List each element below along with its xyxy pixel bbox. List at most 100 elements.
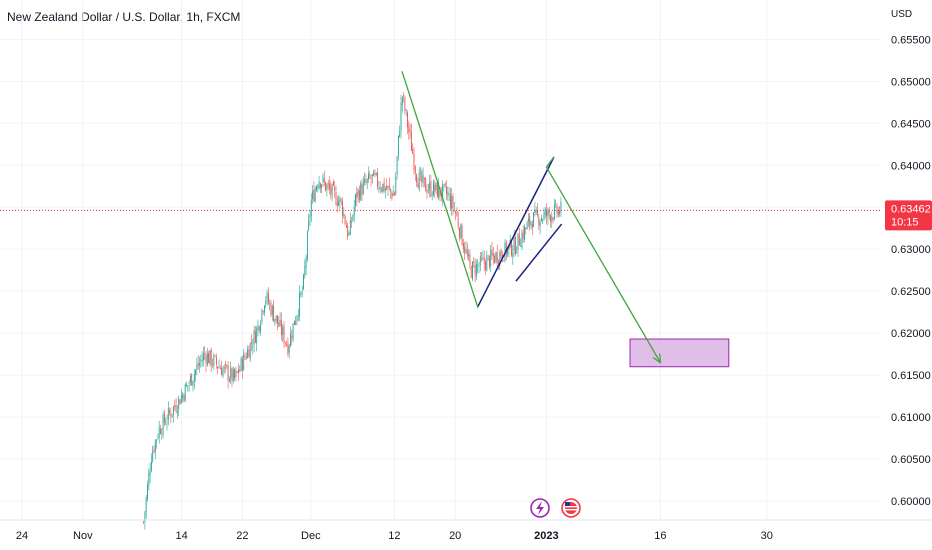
- candle-body: [409, 129, 411, 133]
- candle-body: [186, 384, 187, 387]
- candle-body: [260, 323, 262, 332]
- candle-body: [388, 184, 390, 188]
- candle-body: [301, 290, 303, 292]
- candle-body: [555, 203, 557, 205]
- candle-body: [249, 343, 251, 360]
- candle-body: [314, 189, 316, 202]
- candle-body: [374, 173, 376, 175]
- candle-body: [386, 186, 388, 190]
- candle-body: [426, 189, 428, 194]
- candle-body: [300, 292, 302, 296]
- price-tick-label: 0.60000: [891, 496, 931, 508]
- candle-body: [524, 226, 525, 240]
- price-axis[interactable]: 0.60000 0.60500 0.61000 0.61500 0.62000 0.625…: [885, 34, 932, 508]
- candle-body: [461, 225, 463, 246]
- candle-body: [282, 327, 284, 336]
- drawings[interactable]: [401, 71, 730, 368]
- candle-body: [254, 331, 256, 343]
- candle-body: [407, 112, 408, 128]
- time-tick-label: Nov: [73, 530, 93, 542]
- candle-body: [275, 315, 277, 320]
- candle-body: [382, 183, 384, 192]
- candle-body: [530, 221, 532, 226]
- candle-body: [344, 215, 346, 225]
- candle-body: [499, 252, 501, 266]
- candle-body: [547, 209, 549, 217]
- event-icons[interactable]: [530, 498, 581, 518]
- candle-body: [322, 176, 324, 183]
- currency-label: USD: [891, 9, 913, 20]
- candle-body: [179, 399, 181, 405]
- pattern-line[interactable]: [545, 156, 555, 168]
- candle-body: [491, 249, 493, 256]
- us-flag-event-icon[interactable]: [561, 498, 581, 518]
- projection-arrow-line[interactable]: [545, 166, 661, 363]
- candle-body: [149, 470, 151, 476]
- candle-body: [456, 212, 458, 217]
- candle-body: [379, 187, 381, 189]
- candle-body: [360, 183, 362, 200]
- candle-body: [533, 212, 535, 227]
- candle-body: [384, 188, 386, 191]
- candle-body: [534, 209, 536, 214]
- candle-body: [351, 221, 353, 223]
- candle-body: [160, 428, 161, 434]
- candle-body: [470, 266, 472, 278]
- candle-body: [438, 185, 440, 199]
- price-tick-label: 0.62000: [891, 328, 931, 340]
- candle-body: [512, 252, 514, 257]
- candle-body: [332, 181, 334, 186]
- candle-body: [293, 320, 295, 325]
- price-tick-label: 0.64000: [891, 160, 931, 172]
- candle-body: [241, 358, 243, 371]
- candle-body: [475, 263, 477, 277]
- candle-body: [335, 192, 337, 205]
- candle-body: [243, 353, 245, 371]
- candle-body: [556, 205, 558, 214]
- candle-body: [295, 321, 297, 325]
- candle-body: [271, 305, 273, 315]
- candle-body: [518, 234, 520, 246]
- candle-body: [431, 195, 433, 197]
- candle-body: [299, 292, 301, 316]
- candle-body: [170, 413, 172, 418]
- candle-body: [548, 209, 550, 215]
- candle-body: [486, 256, 488, 272]
- swing-line[interactable]: [401, 71, 479, 309]
- candle-body: [397, 135, 399, 156]
- candle-body: [182, 394, 184, 399]
- candle-body: [527, 218, 529, 222]
- candle-body: [396, 156, 398, 175]
- price-tick-label: 0.60500: [891, 454, 931, 466]
- channel-line[interactable]: [477, 156, 555, 307]
- candle-body: [468, 254, 470, 257]
- candle-body: [161, 433, 163, 435]
- channel-line[interactable]: [515, 223, 563, 282]
- lightning-event-icon[interactable]: [530, 498, 550, 518]
- candle-body: [465, 249, 467, 253]
- candle-body: [279, 319, 281, 326]
- candle-body: [444, 183, 446, 187]
- candle-body: [387, 186, 389, 189]
- target-zone[interactable]: [629, 338, 730, 368]
- candle-body: [377, 172, 379, 187]
- candle-body: [318, 181, 320, 189]
- candle-body: [280, 320, 282, 335]
- candle-body: [189, 375, 191, 383]
- candle-body: [167, 407, 169, 421]
- time-axis[interactable]: 24 Nov 14 22 Dec 12 20 2023 16 30: [0, 519, 932, 542]
- candle-body: [214, 355, 216, 357]
- candle-body: [472, 262, 473, 280]
- candle-body: [213, 355, 215, 367]
- candle-body: [505, 242, 507, 256]
- candle-body: [221, 367, 223, 376]
- candle-body: [485, 261, 486, 270]
- candle-body: [544, 209, 546, 215]
- candle-body: [500, 250, 502, 257]
- candle-body: [173, 406, 174, 415]
- candle-body: [448, 193, 450, 195]
- candle-body: [236, 371, 238, 373]
- candle-body: [526, 222, 528, 230]
- candle-body: [273, 306, 275, 322]
